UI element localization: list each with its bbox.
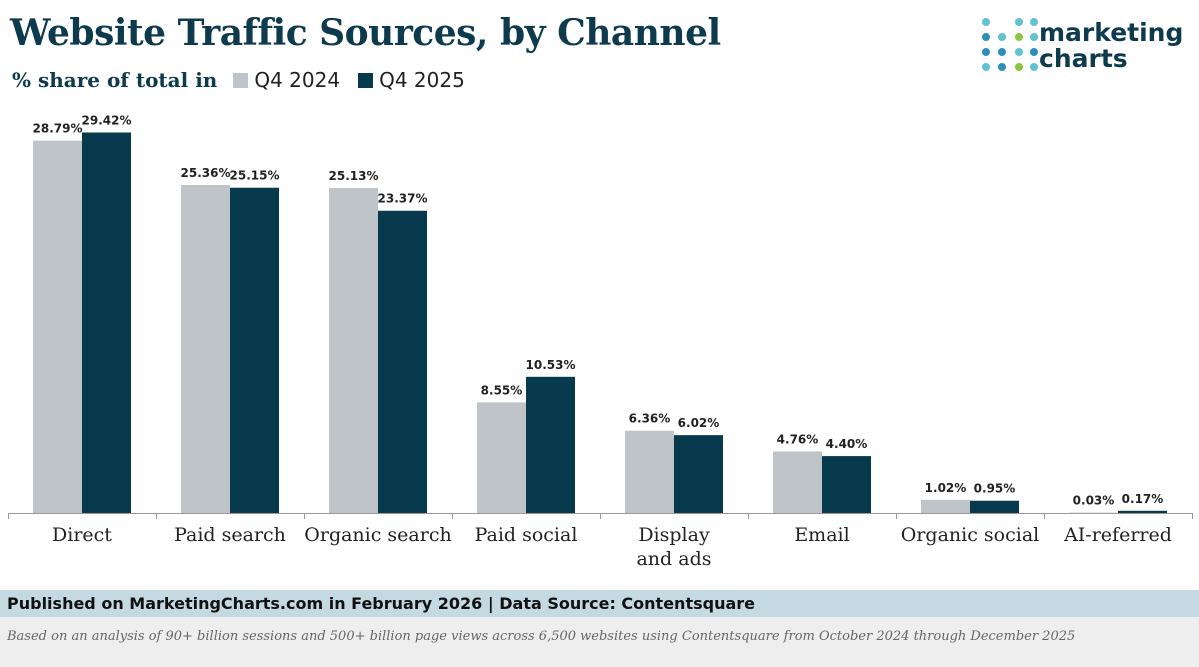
bar-organic-search-q4-2025 <box>378 210 427 514</box>
bar-display-and-ads-q4-2025 <box>674 435 723 513</box>
bar-paid-search-q4-2025 <box>230 187 279 513</box>
data-label-paid-social-q4-2024: 8.55% <box>481 383 523 397</box>
bar-organic-social-q4-2024 <box>921 499 970 513</box>
footer-published: Published on MarketingCharts.com in Febr… <box>7 594 755 613</box>
bar-organic-search-q4-2024 <box>329 187 378 513</box>
data-label-ai-referred-q4-2024: 0.03% <box>1073 494 1115 508</box>
bar-chart: 28.79%29.42% Direct 25.36% 25.15% Paid searc… <box>8 114 1193 570</box>
bar-ai-referred-q4-2024 <box>1069 512 1118 514</box>
bar-direct-q4-2025 <box>82 132 131 513</box>
legend-label-q4-2024: Q4 2024 <box>254 68 341 92</box>
data-label-direct-q4-2024: 28.79% <box>33 122 83 136</box>
bar-display-and-ads-q4-2024 <box>625 430 674 513</box>
legend-swatch-q4-2024 <box>233 72 249 88</box>
logo-dots-icon <box>982 18 1038 71</box>
x-tick-label: Paid search <box>174 524 286 546</box>
marketingcharts-logo: marketing charts <box>980 14 1195 80</box>
logo-wordmark: marketing charts <box>1039 20 1183 72</box>
legend-item-q4-2024: Q4 2024 <box>233 68 340 92</box>
bar-organic-social-q4-2025 <box>970 500 1019 513</box>
logo-line-1: marketing <box>1039 18 1184 47</box>
bar-email-q4-2025 <box>822 456 871 513</box>
x-tick-label: Organic social <box>901 524 1039 546</box>
x-tick-label: Paid social <box>475 524 578 546</box>
legend-swatch-q4-2025 <box>358 72 374 88</box>
data-label-email-q4-2024: 4.76% <box>777 432 819 446</box>
data-label-paid-social-q4-2025: 10.53% <box>526 358 576 372</box>
data-label-organic-search-q4-2024: 25.13% <box>329 169 379 183</box>
data-label-display-and-ads-q4-2024: 6.36% <box>629 412 671 426</box>
data-label-organic-social-q4-2024: 1.02% <box>925 481 967 495</box>
legend-label-q4-2025: Q4 2025 <box>379 68 465 92</box>
bar-paid-social-q4-2024 <box>477 402 526 513</box>
bar-paid-social-q4-2025 <box>526 376 575 513</box>
x-tick-label: and ads <box>636 548 711 570</box>
note-bar: Based on an analysis of 90+ billion sess… <box>0 617 1199 667</box>
data-label-direct-q4-2025: 29.42% <box>82 114 132 128</box>
data-label-organic-search-q4-2025: 23.37% <box>378 192 428 206</box>
logo-line-2: charts <box>1039 44 1128 73</box>
data-label-ai-referred-q4-2025: 0.17% <box>1122 492 1164 506</box>
footer-note: Based on an analysis of 90+ billion sess… <box>7 629 1076 644</box>
bar-email-q4-2024 <box>773 451 822 513</box>
x-tick-label: Display <box>638 524 710 546</box>
data-label-organic-social-q4-2025: 0.95% <box>974 482 1016 496</box>
bar-paid-search-q4-2024 <box>181 185 230 513</box>
x-tick-label: Direct <box>52 524 112 546</box>
data-label-paid-search-q4-2025: 25.15% <box>230 169 280 183</box>
bar-ai-referred-q4-2025 <box>1118 510 1167 513</box>
x-tick-label: Email <box>794 524 849 546</box>
x-tick-label: Organic search <box>304 524 451 546</box>
data-label-email-q4-2025: 4.40% <box>826 437 868 451</box>
bar-direct-q4-2024 <box>33 140 82 513</box>
chart-subtitle: % share of total in <box>12 68 218 92</box>
data-label-display-and-ads-q4-2025: 6.02% <box>678 416 720 430</box>
legend-item-q4-2025: Q4 2025 <box>358 68 465 92</box>
data-label-paid-search-q4-2024: 25.36% <box>181 166 231 180</box>
chart-title: Website Traffic Sources, by Channel <box>10 12 721 54</box>
subtitle-legend-row: % share of total in Q4 2024 Q4 2025 <box>12 66 483 94</box>
x-tick-label: AI-referred <box>1063 524 1172 546</box>
footer-bar: Published on MarketingCharts.com in Febr… <box>0 590 1199 617</box>
